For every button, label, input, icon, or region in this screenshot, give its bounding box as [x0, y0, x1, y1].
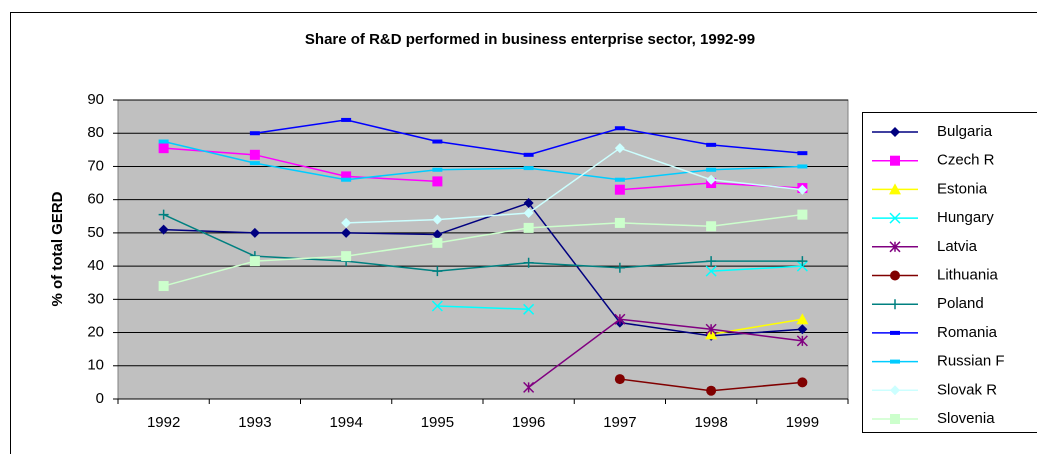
x-tick-label: 1995 [421, 414, 454, 431]
marker [159, 143, 169, 153]
legend-label: Latvia [937, 238, 978, 255]
marker [615, 218, 625, 228]
marker [524, 166, 534, 170]
marker [890, 271, 900, 281]
marker [615, 185, 625, 195]
legend-label: Slovenia [937, 410, 995, 427]
y-tick-label: 40 [87, 257, 104, 274]
marker [706, 386, 716, 396]
marker [615, 126, 625, 130]
chart-title: Share of R&D performed in business enter… [305, 31, 755, 48]
y-tick-label: 0 [96, 390, 104, 407]
legend-label: Romania [937, 324, 998, 341]
y-tick-label: 30 [87, 290, 104, 307]
y-tick-label: 90 [87, 91, 104, 108]
marker [706, 143, 716, 147]
marker [890, 331, 900, 335]
marker [890, 414, 900, 424]
marker [615, 178, 625, 182]
y-tick-label: 10 [87, 357, 104, 374]
legend-label: Poland [937, 295, 984, 312]
legend-label: Estonia [937, 180, 988, 197]
legend-label: Hungary [937, 209, 994, 226]
legend-label: Bulgaria [937, 123, 993, 140]
marker [524, 153, 534, 157]
marker [615, 374, 625, 384]
marker [797, 164, 807, 168]
marker [250, 256, 260, 266]
x-tick-label: 1997 [603, 414, 636, 431]
x-tick-label: 1998 [694, 414, 727, 431]
marker [159, 281, 169, 291]
y-tick-label: 70 [87, 157, 104, 174]
marker [706, 221, 716, 231]
x-tick-label: 1999 [786, 414, 819, 431]
marker [706, 168, 716, 172]
y-tick-label: 20 [87, 324, 104, 341]
marker [890, 360, 900, 364]
y-tick-label: 60 [87, 191, 104, 208]
marker [797, 377, 807, 387]
marker [341, 251, 351, 261]
legend-label: Lithuania [937, 266, 999, 283]
legend-label: Slovak R [937, 381, 997, 398]
plot-area [118, 100, 848, 399]
x-tick-label: 1996 [512, 414, 545, 431]
marker [797, 210, 807, 220]
x-tick-label: 1992 [147, 414, 180, 431]
marker [432, 168, 442, 172]
legend-label: Czech R [937, 152, 995, 169]
marker [341, 178, 351, 182]
marker [432, 176, 442, 186]
y-tick-label: 50 [87, 224, 104, 241]
marker [432, 140, 442, 144]
marker [797, 151, 807, 155]
legend-label: Russian F [937, 353, 1005, 370]
marker [250, 150, 260, 160]
y-tick-label: 80 [87, 124, 104, 141]
y-axis-label: % of total GERD [49, 191, 66, 306]
marker [159, 140, 169, 144]
marker [250, 131, 260, 135]
marker [341, 118, 351, 122]
marker [250, 161, 260, 165]
marker [432, 238, 442, 248]
x-tick-label: 1994 [329, 414, 362, 431]
x-tick-label: 1993 [238, 414, 271, 431]
marker [524, 223, 534, 233]
marker [890, 156, 900, 166]
